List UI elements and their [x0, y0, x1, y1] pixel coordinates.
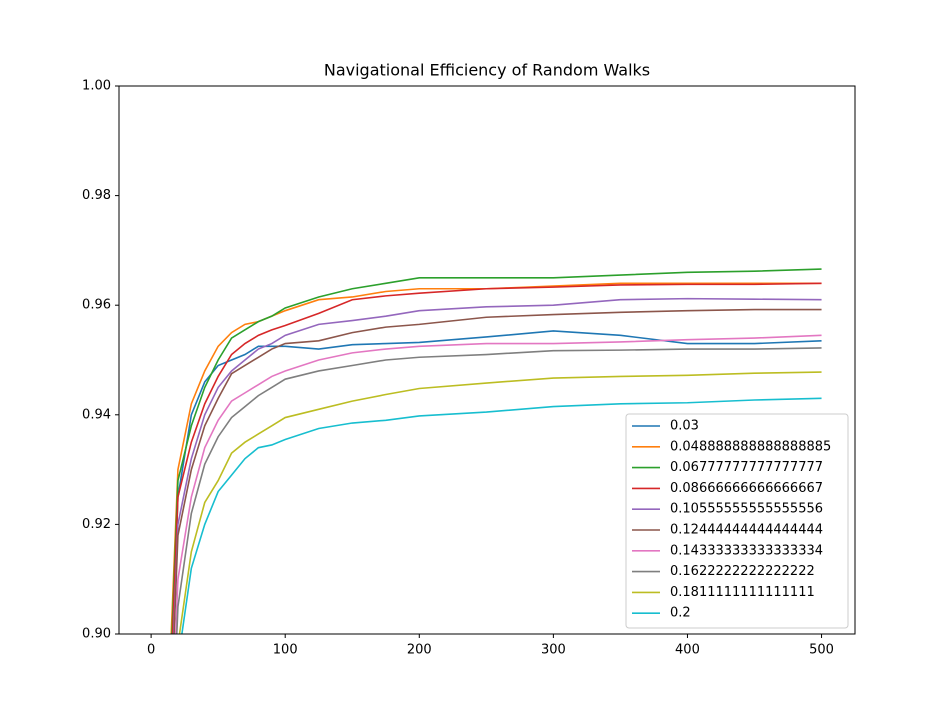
y-tick-label: 1.00	[82, 79, 111, 94]
plot-area	[170, 268, 822, 634]
legend-label: 0.14333333333333334	[670, 543, 823, 558]
series-line	[171, 330, 822, 634]
x-tick-label: 200	[407, 643, 432, 658]
series-line	[172, 297, 822, 634]
series-line	[171, 282, 822, 634]
series-line	[178, 371, 822, 634]
y-tick-label: 0.90	[82, 627, 111, 642]
legend-label: 0.10555555555555556	[670, 502, 823, 517]
axes-frame	[118, 85, 856, 635]
legend-label: 0.03	[670, 419, 699, 434]
legend-label: 0.1622222222222222	[670, 564, 815, 579]
legend-label: 0.12444444444444444	[670, 523, 823, 538]
legend-box	[625, 413, 849, 629]
x-tick-label: 100	[273, 643, 298, 658]
legend-label: 0.08666666666666667	[670, 481, 823, 496]
series-line	[173, 308, 822, 634]
series-line	[170, 282, 822, 634]
y-tick-label: 0.94	[82, 407, 111, 422]
x-tick-label: 400	[675, 643, 700, 658]
series-line	[174, 334, 822, 634]
x-tick-label: 500	[809, 643, 834, 658]
series-line	[181, 397, 822, 634]
x-tick-label: 300	[541, 643, 566, 658]
legend-label: 0.2	[670, 606, 691, 621]
legend-label: 0.06777777777777777	[670, 460, 823, 475]
y-tick-label: 0.96	[82, 298, 111, 313]
series-line	[176, 347, 822, 634]
x-tick-label: 0	[147, 643, 155, 658]
y-tick-label: 0.98	[82, 188, 111, 203]
y-tick-label: 0.92	[82, 517, 111, 532]
legend-label: 0.1811111111111111	[670, 585, 815, 600]
legend-label: 0.048888888888888885	[670, 439, 831, 454]
chart-title: Navigational Efficiency of Random Walks	[324, 61, 650, 80]
series-line	[171, 268, 822, 634]
